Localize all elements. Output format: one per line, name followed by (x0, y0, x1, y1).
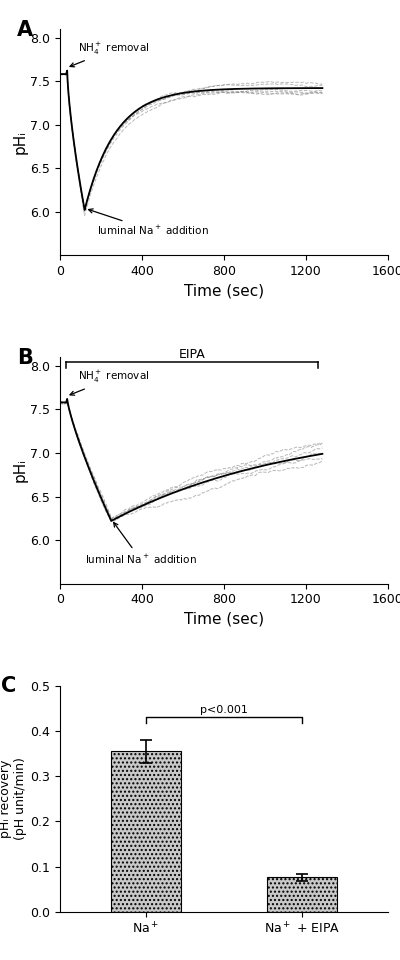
Text: EIPA: EIPA (179, 348, 206, 361)
Text: NH$_4^+$ removal: NH$_4^+$ removal (70, 40, 150, 67)
Text: NH$_4^+$ removal: NH$_4^+$ removal (70, 370, 150, 396)
Text: luminal Na$^+$ addition: luminal Na$^+$ addition (85, 522, 196, 565)
Y-axis label: pHᵢ: pHᵢ (12, 130, 28, 154)
Y-axis label: pHᵢ recovery
(pH unit/min): pHᵢ recovery (pH unit/min) (0, 757, 28, 840)
X-axis label: Time (sec): Time (sec) (184, 612, 264, 627)
Y-axis label: pHᵢ: pHᵢ (12, 458, 28, 482)
Text: luminal Na$^+$ addition: luminal Na$^+$ addition (88, 209, 209, 237)
Text: p<0.001: p<0.001 (200, 705, 248, 715)
Text: A: A (17, 20, 34, 39)
Text: C: C (1, 677, 16, 696)
Text: B: B (17, 348, 33, 368)
Bar (111, 752, 181, 912)
Bar (267, 877, 337, 912)
X-axis label: Time (sec): Time (sec) (184, 283, 264, 299)
